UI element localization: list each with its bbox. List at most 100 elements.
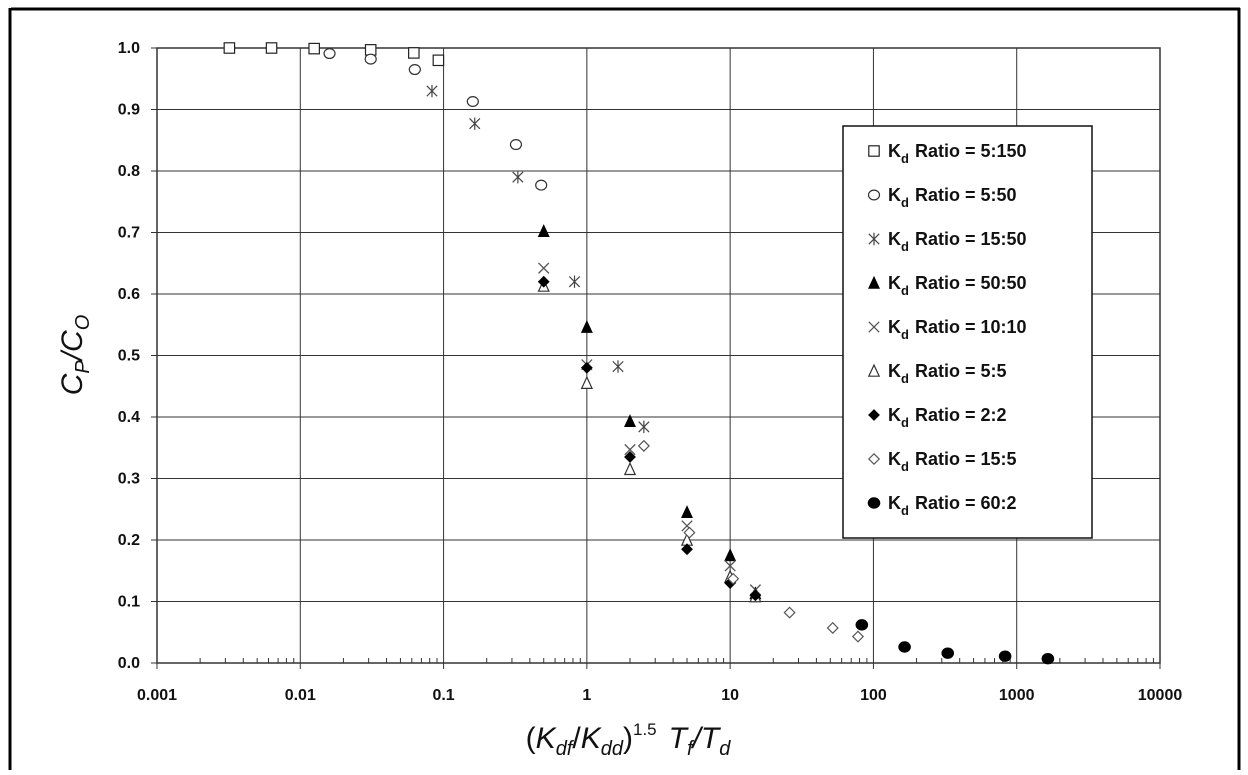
marker-shape: [432, 54, 445, 67]
series-triangle-filled: [537, 224, 762, 600]
data-point: [364, 44, 377, 56]
legend-marker: [867, 452, 881, 466]
data-point: [855, 619, 869, 631]
y-tick-label: 1.0: [118, 40, 140, 57]
marker-shape: [323, 48, 336, 60]
marker-shape: [868, 145, 880, 157]
legend-k: K: [888, 141, 901, 161]
x-label-k1: K: [536, 722, 558, 755]
data-point: [364, 53, 377, 65]
series-diamond-open: [637, 439, 865, 643]
legend-marker: [867, 189, 881, 201]
series-circle-filled: [855, 619, 1055, 665]
marker-shape: [612, 360, 624, 373]
marker-shape: [851, 630, 865, 643]
data-point: [466, 96, 479, 108]
x-label-open: (: [526, 722, 536, 755]
data-point: [1041, 652, 1055, 665]
legend-k-sub: d: [901, 195, 909, 210]
legend-label: Kd Ratio = 5:150: [888, 141, 1027, 166]
series-square-open: [223, 42, 445, 67]
legend-marker: [868, 409, 880, 421]
data-point: [408, 47, 420, 59]
data-point: [623, 461, 637, 476]
x-axis-label: (Kdf/Kdd)1.5 Tf/Td: [526, 720, 732, 760]
legend-marker: [868, 321, 880, 333]
data-point: [638, 420, 650, 434]
legend-ratio: Ratio = 5:50: [915, 185, 1017, 205]
marker-shape: [624, 451, 636, 463]
data-point: [683, 526, 696, 539]
legend-k-sub: d: [901, 239, 909, 254]
legend-k: K: [888, 273, 901, 293]
legend-ratio: Ratio = 50:50: [915, 273, 1027, 293]
y-tick-label: 0.8: [118, 163, 140, 180]
x-label-close: ): [623, 722, 633, 755]
legend-entry: Kd Ratio = 60:2: [867, 493, 1017, 518]
legend-label: Kd Ratio = 15:50: [888, 229, 1027, 254]
x-label-slash: /: [572, 722, 581, 755]
marker-shape: [867, 452, 881, 466]
data-point: [265, 42, 278, 54]
legend-k: K: [888, 493, 901, 513]
series-triangle-open: [537, 278, 762, 603]
marker-shape: [538, 262, 550, 274]
y-tick-label: 0.2: [118, 532, 140, 549]
y-tick-label: 0.3: [118, 471, 140, 488]
x-tick-label: 1000: [999, 687, 1035, 704]
legend-k: K: [888, 449, 901, 469]
legend-k-sub: d: [901, 415, 909, 430]
marker-shape: [535, 179, 548, 191]
marker-shape: [683, 526, 696, 539]
marker-shape: [509, 139, 523, 151]
data-markers: [223, 42, 1055, 665]
legend-k-sub: d: [901, 503, 909, 518]
legend-label: Kd Ratio = 60:2: [888, 493, 1017, 518]
legend-k-sub: d: [901, 151, 909, 166]
data-point: [851, 630, 865, 643]
legend-entry: Kd Ratio = 15:50: [868, 229, 1027, 254]
plot-area: [156, 47, 1161, 664]
x-tick-label: 100: [860, 687, 887, 704]
y-tick-labels: 0.0 0.1 0.2 0.3 0.4 0.5 0.6 0.7 0.8 0.9 1.0: [118, 40, 140, 672]
marker-shape: [898, 641, 911, 653]
marker-shape: [223, 42, 236, 54]
marker-shape: [941, 647, 955, 659]
marker-shape: [727, 572, 740, 585]
marker-shape: [855, 619, 869, 631]
y-label-c2: C: [56, 330, 89, 352]
data-point: [681, 543, 693, 556]
data-point: [568, 275, 581, 288]
marker-shape: [724, 560, 736, 572]
marker-shape: [364, 44, 377, 56]
marker-shape: [265, 42, 278, 54]
series-diamond-filled: [537, 275, 762, 602]
x-tick-label: 10: [721, 687, 739, 704]
marker-shape: [868, 232, 880, 246]
marker-shape: [637, 439, 650, 452]
data-point: [509, 139, 523, 151]
marker-shape: [724, 548, 737, 562]
legend-k-sub: d: [901, 459, 909, 474]
legend-ratio: Ratio = 15:50: [915, 229, 1027, 249]
y-axis-label: CP/CO: [56, 315, 94, 396]
legend-ratio: Ratio = 5:150: [915, 141, 1027, 161]
series-asterisk: [426, 84, 650, 434]
y-tick-label: 0.1: [118, 594, 140, 611]
data-point: [783, 606, 796, 619]
x-tick-label: 0.1: [432, 687, 454, 704]
marker-shape: [624, 414, 636, 428]
y-tick-label: 0.4: [118, 409, 140, 426]
marker-shape: [867, 497, 881, 509]
marker-shape: [426, 84, 438, 98]
legend-label: Kd Ratio = 15:5: [888, 449, 1017, 474]
marker-shape: [867, 189, 881, 201]
legend: Kd Ratio = 5:150 Kd Ratio = 5:50 Kd Ratio = 1…: [842, 125, 1093, 539]
legend-k-sub: d: [901, 371, 909, 386]
marker-shape: [681, 505, 693, 519]
data-point: [724, 560, 736, 572]
data-point: [537, 275, 550, 288]
legend-entry: Kd Ratio = 2:2: [868, 405, 1006, 430]
x-label-k1-sub: df: [556, 738, 575, 760]
x-tick-label: 0.001: [137, 687, 177, 704]
